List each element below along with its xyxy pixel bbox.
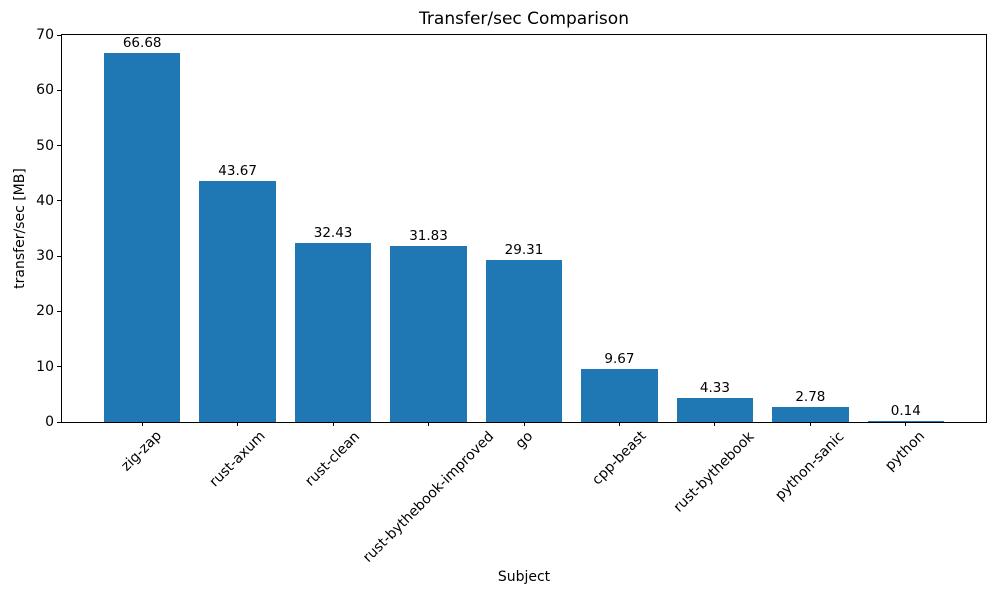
bar-value-label: 43.67 (218, 162, 257, 179)
x-tick-label: rust-bythebook-improved (359, 428, 497, 566)
x-tick-label: cpp-beast (589, 428, 650, 489)
bar (772, 406, 849, 422)
x-tick-mark (714, 422, 716, 426)
bar (867, 421, 944, 422)
x-tick-label: python-sanic (772, 428, 848, 504)
y-tick-label: 0 (45, 414, 54, 430)
plot-area: 66.68 43.67 32.43 31.83 29.31 9.67 4.33 2.78 0.1… (36, 28, 987, 429)
x-tick-label: zig-zap (118, 428, 166, 475)
x-tick-mark (809, 422, 811, 426)
y-tick-mark (57, 89, 61, 91)
bar-value-label: 0.14 (890, 403, 921, 420)
y-tick-mark (57, 255, 61, 257)
bar (294, 242, 372, 422)
bar (676, 398, 754, 422)
y-tick-label: 20 (36, 303, 54, 320)
x-axis-label: Subject (497, 569, 551, 585)
y-tick-mark (57, 145, 61, 147)
x-tick-mark (523, 422, 525, 426)
y-tick-mark (57, 366, 61, 368)
bar-value-label: 29.31 (504, 241, 544, 258)
bar (581, 368, 658, 422)
y-tick-mark (57, 200, 61, 202)
bar-value-label: 9.67 (604, 350, 635, 367)
x-tick-label: rust-axum (206, 428, 269, 491)
bar-value-label: 32.43 (313, 224, 353, 241)
x-tick-label: go (512, 428, 536, 452)
bar (390, 246, 467, 422)
y-tick-mark (57, 310, 61, 312)
y-tick-label: 70 (36, 27, 54, 43)
bar (104, 53, 181, 422)
y-tick-mark (57, 421, 61, 423)
x-tick-mark (618, 422, 620, 426)
y-tick-mark (57, 34, 61, 36)
x-tick-label: rust-clean (302, 428, 364, 490)
bar-value-label: 4.33 (699, 380, 730, 397)
y-tick-label: 40 (36, 192, 54, 209)
x-tick-label: rust-bythebook (671, 428, 758, 516)
x-tick-mark (332, 422, 334, 426)
y-tick-label: 30 (36, 248, 54, 265)
x-tick-mark (141, 422, 143, 426)
y-tick-label: 10 (36, 358, 54, 375)
x-tick-mark (237, 422, 239, 426)
x-tick-mark (905, 422, 907, 426)
y-axis-label: transfer/sec [MB] (11, 168, 28, 289)
y-tick-label: 60 (36, 82, 54, 99)
bar (485, 259, 563, 422)
bar-value-label: 66.68 (122, 35, 162, 52)
x-tick-mark (428, 422, 430, 426)
bar-value-label: 2.78 (795, 388, 826, 405)
x-tick-label: python (882, 428, 929, 475)
chart-title: Transfer/sec Comparison (419, 9, 629, 29)
bar-value-label: 31.83 (409, 228, 448, 245)
bar (199, 180, 276, 422)
y-tick-label: 50 (36, 137, 54, 154)
